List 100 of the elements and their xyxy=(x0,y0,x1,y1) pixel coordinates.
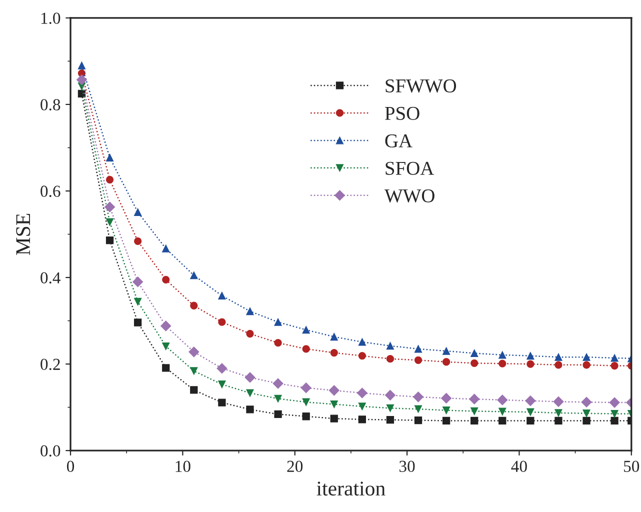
point xyxy=(302,412,310,420)
point xyxy=(244,372,256,383)
point xyxy=(330,414,338,422)
point xyxy=(414,345,422,353)
point xyxy=(470,416,478,425)
point xyxy=(526,352,534,360)
point xyxy=(442,347,450,355)
x-tick-label: 40 xyxy=(511,460,527,472)
x-tick-label: 50 xyxy=(624,460,640,472)
point xyxy=(246,307,254,316)
point xyxy=(302,345,310,353)
point xyxy=(414,405,422,413)
point xyxy=(553,396,564,407)
point xyxy=(190,302,198,310)
point xyxy=(356,388,368,398)
point xyxy=(582,416,590,425)
point xyxy=(498,416,506,425)
point xyxy=(104,202,116,212)
point xyxy=(106,236,114,244)
point xyxy=(581,396,592,408)
y-tick-label: 0.6 xyxy=(40,186,60,197)
point xyxy=(470,349,478,358)
point xyxy=(330,400,338,408)
point xyxy=(582,353,590,361)
point xyxy=(470,407,478,416)
x-tick-label: 10 xyxy=(176,460,190,472)
legend-label: PSO xyxy=(385,106,420,120)
point xyxy=(412,392,424,402)
point xyxy=(246,330,254,338)
point xyxy=(497,394,508,406)
x-tick-label: 30 xyxy=(400,460,415,472)
point xyxy=(328,385,340,396)
point xyxy=(190,367,198,375)
point xyxy=(526,408,534,416)
point xyxy=(162,244,170,252)
point xyxy=(134,208,142,216)
point xyxy=(442,358,450,366)
point xyxy=(160,320,172,332)
point xyxy=(498,360,506,368)
point xyxy=(246,389,254,397)
point xyxy=(442,406,450,414)
point xyxy=(610,362,618,370)
point xyxy=(441,392,452,404)
point xyxy=(300,382,312,394)
point xyxy=(498,351,506,359)
point xyxy=(330,348,338,357)
point xyxy=(162,276,170,284)
point xyxy=(414,356,422,364)
point xyxy=(106,218,114,226)
point xyxy=(526,416,534,425)
point xyxy=(190,386,198,394)
point xyxy=(218,292,226,300)
legend-label: SFOA xyxy=(386,162,434,175)
point xyxy=(386,404,394,412)
point xyxy=(302,398,310,406)
point xyxy=(106,176,114,184)
point xyxy=(272,378,284,389)
point xyxy=(78,62,86,70)
point xyxy=(610,416,618,425)
point xyxy=(554,409,562,417)
point xyxy=(358,402,366,410)
point xyxy=(190,272,198,280)
point xyxy=(386,342,394,350)
point xyxy=(134,298,142,306)
point xyxy=(498,408,506,416)
point xyxy=(274,318,282,326)
point xyxy=(358,338,366,346)
point xyxy=(274,394,282,402)
point xyxy=(470,359,478,367)
point xyxy=(384,390,396,400)
point xyxy=(132,276,144,288)
y-tick-label: 0.4 xyxy=(40,272,61,284)
point xyxy=(302,326,310,334)
point xyxy=(526,360,534,368)
point xyxy=(442,416,450,425)
point xyxy=(582,410,590,418)
point xyxy=(582,361,590,369)
point xyxy=(246,406,254,414)
y-tick-label: 0.8 xyxy=(40,99,60,110)
y-tick-label: 0.0 xyxy=(40,445,60,457)
point xyxy=(218,380,226,388)
point xyxy=(525,396,536,406)
point xyxy=(188,346,200,358)
point xyxy=(330,332,338,341)
point xyxy=(610,410,618,418)
point xyxy=(358,352,366,360)
point xyxy=(162,342,170,350)
point xyxy=(218,318,226,326)
point xyxy=(134,318,142,326)
point xyxy=(609,397,620,408)
point xyxy=(216,363,228,374)
point xyxy=(106,154,114,162)
x-axis-title: iteration xyxy=(316,482,386,496)
legend-label: GA xyxy=(385,134,412,148)
point xyxy=(554,353,562,361)
point xyxy=(218,398,226,406)
y-tick-label: 1.0 xyxy=(41,12,60,24)
y-tick-label: 0.2 xyxy=(40,358,60,370)
point xyxy=(414,416,422,424)
point xyxy=(610,354,618,362)
